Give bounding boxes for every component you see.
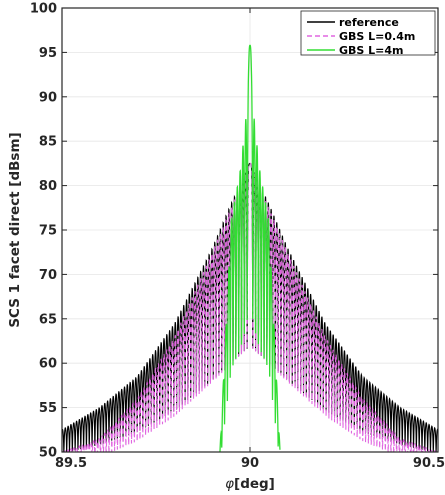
- x-tick-label: 89.5: [55, 456, 87, 471]
- series-line-2: [219, 44, 281, 452]
- y-tick-label: 90: [39, 90, 57, 105]
- legend-label-2: GBS L=4m: [339, 44, 404, 57]
- axis-ticks: 50 55 60 65 70 75 80 85 90 95 100 89.5 90 90.5: [30, 2, 445, 472]
- y-axis-label: SCS 1 facet direct [dBsm]: [7, 132, 23, 327]
- plot-area: [62, 44, 438, 452]
- y-tick-label: 55: [39, 401, 57, 416]
- y-tick-label: 70: [39, 268, 57, 283]
- y-tick-label: 50: [39, 446, 57, 461]
- legend-box: [300, 10, 436, 56]
- y-tick-label: 85: [39, 135, 57, 150]
- y-tick-label: 60: [39, 357, 57, 372]
- x-tick-label: 90.5: [413, 456, 445, 471]
- series-line-1: [62, 162, 438, 452]
- x-axis-symbol: φ: [225, 476, 234, 492]
- legend-label-1: GBS L=0.4m: [339, 30, 415, 43]
- x-axis-unit: [deg]: [234, 476, 275, 492]
- y-tick-label: 80: [39, 179, 57, 194]
- y-tick-label: 65: [39, 312, 57, 327]
- legend-label-0: reference: [339, 16, 399, 29]
- y-tick-label: 100: [30, 2, 57, 17]
- x-axis-label: φ[deg]: [225, 476, 275, 492]
- y-tick-label: 75: [39, 224, 57, 239]
- y-tick-label: 95: [39, 46, 57, 61]
- x-tick-label: 90: [241, 456, 259, 471]
